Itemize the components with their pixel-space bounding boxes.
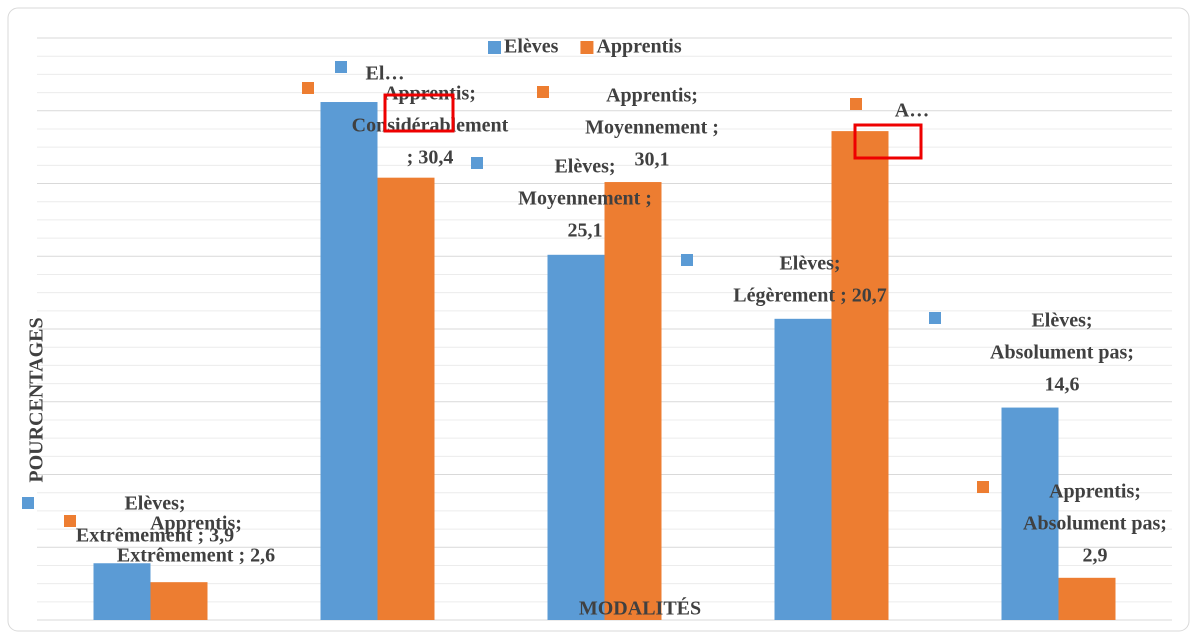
data-label: Considérablement xyxy=(352,115,509,137)
data-label: 14,6 xyxy=(1045,374,1080,396)
legend-label: Elèves xyxy=(504,36,559,58)
bar xyxy=(320,102,378,620)
data-label: Apprentis; xyxy=(1049,481,1141,503)
bar xyxy=(831,131,889,620)
data-label: Elèves; xyxy=(1031,310,1092,332)
highlight-box xyxy=(383,93,455,133)
data-label: Elèves; xyxy=(124,493,185,515)
data-label: 2,9 xyxy=(1083,545,1108,567)
data-label: Elèves; xyxy=(779,253,840,275)
data-label: Elèves; xyxy=(554,156,615,178)
legend-swatch xyxy=(580,41,594,54)
label-key xyxy=(929,312,941,324)
data-label: Absolument pas; xyxy=(990,342,1134,364)
data-label: El… xyxy=(366,63,405,85)
bar xyxy=(150,582,208,620)
data-label: Apprentis; xyxy=(606,85,698,107)
data-label: Extrêmement ; 2,6 xyxy=(117,545,275,567)
label-key xyxy=(537,86,549,98)
bars xyxy=(93,102,1116,621)
y-axis-label: POURCENTAGES xyxy=(26,317,48,482)
bar xyxy=(93,563,151,620)
highlight-box xyxy=(853,123,923,160)
bar xyxy=(377,177,435,620)
label-key xyxy=(850,98,862,110)
data-label: Extrêmement ; 3,9 xyxy=(76,525,234,547)
label-key xyxy=(335,61,347,73)
label-key xyxy=(302,82,314,94)
data-label: Apprentis; xyxy=(150,513,242,535)
data-label: Moyennement ; xyxy=(518,188,652,210)
label-key xyxy=(22,497,34,509)
data-label: 25,1 xyxy=(568,220,603,242)
x-axis-label: MODALITÉS xyxy=(579,597,701,620)
label-key xyxy=(64,515,76,527)
legend-label: Apprentis xyxy=(596,36,681,58)
data-label: Légèrement ; 20,7 xyxy=(733,285,886,307)
data-label: Absolument pas; xyxy=(1023,513,1167,535)
data-labels: Elèves; Extrêmement ; 3,9 El… Elèves; Moyenn… xyxy=(22,61,1167,567)
bar xyxy=(547,254,605,621)
data-label: Moyennement ; xyxy=(585,117,719,139)
label-key xyxy=(977,481,989,493)
data-label: 30,1 xyxy=(635,149,670,171)
bar xyxy=(1001,407,1059,620)
bar xyxy=(1058,577,1116,620)
data-label: A… xyxy=(895,100,929,122)
data-label: ; 30,4 xyxy=(407,147,454,169)
legend: Elèves Apprentis xyxy=(488,36,682,58)
label-key xyxy=(681,254,693,266)
bar xyxy=(604,182,662,621)
legend-swatch xyxy=(488,41,501,54)
label-key xyxy=(471,157,483,169)
bar xyxy=(774,318,832,620)
